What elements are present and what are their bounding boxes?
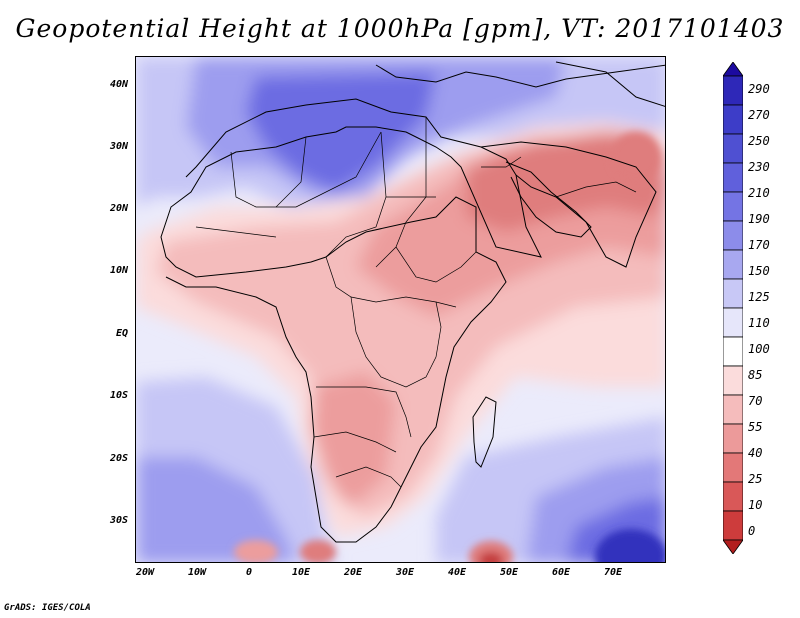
colorbar-swatch-11 [723,365,743,396]
lon-label-10e: 10E [291,567,311,578]
lon-label-70e: 70E [603,567,623,578]
colorbar-swatch-13 [723,423,743,454]
lon-label-50e: 50E [499,567,519,578]
colorbar-swatch-3 [723,133,743,164]
south-atlantic-low-cell [234,540,278,562]
grads-credit: GrADS: IGES/COLA [4,603,91,613]
colorbar-swatch-14 [723,452,743,483]
colorbar-swatch-4 [723,162,743,193]
south-atlantic-high-core [136,457,296,562]
colorbar-label-230: 230 [748,160,770,174]
indian-ocean-high-darkest [595,529,665,562]
colorbar-label-270: 270 [748,108,770,122]
colorbar-swatch-0 [723,62,743,77]
india-low-core [611,132,661,182]
colorbar-label-40: 40 [748,446,763,460]
colorbar-swatch-17 [723,539,743,554]
colorbar-swatch-1 [723,75,743,106]
lat-label-10s: 10S [109,390,128,401]
lon-label-40e: 40E [447,567,467,578]
colorbar-label-290: 290 [748,82,770,96]
colorbar-label-125: 125 [748,290,770,304]
colorbar [723,62,743,554]
colorbar-label-0: 0 [748,524,756,538]
lat-label-40n: 40N [109,79,128,90]
colorbar-swatch-12 [723,394,743,425]
colorbar-swatch-10 [723,336,743,367]
lat-label-20s: 20S [109,453,128,464]
colorbar-label-210: 210 [748,186,770,200]
colorbar-label-150: 150 [748,264,770,278]
colorbar-swatch-5 [723,191,743,222]
colorbar-label-100: 100 [748,342,770,356]
map-title: Geopotential Height at 1000hPa [gpm], VT… [15,14,785,43]
colorbar-swatch-6 [723,220,743,251]
colorbar-label-70: 70 [748,394,763,408]
lat-label-20n: 20N [109,203,128,214]
southern-ocean-low-core [479,552,503,562]
colorbar-label-110: 110 [748,316,770,330]
southern-ocean-low-cell [469,541,513,562]
colorbar-label-25: 25 [748,472,763,486]
lat-label-30s: 30S [109,515,128,526]
lon-label-30e: 30E [395,567,415,578]
lon-label-10w: 10W [187,567,207,578]
colorbar-label-190: 190 [748,212,770,226]
lon-label-20e: 20E [343,567,363,578]
colorbar-label-250: 250 [748,134,770,148]
colorbar-swatch-9 [723,307,743,338]
colorbar-label-10: 10 [748,498,763,512]
colorbar-label-170: 170 [748,238,770,252]
map-plot-area [135,56,666,563]
lat-label-eq: EQ [115,328,128,339]
geopotential-field [136,57,665,562]
lat-label-30n: 30N [109,141,128,152]
cape-low-cell [300,540,336,562]
colorbar-label-85: 85 [748,368,763,382]
lon-label-60e: 60E [551,567,571,578]
lon-label-20w: 20W [135,567,155,578]
southern-africa-low [311,372,396,507]
lon-label-0: 0 [245,567,253,578]
lat-label-10n: 10N [109,265,128,276]
colorbar-swatch-2 [723,104,743,135]
colorbar-swatch-8 [723,278,743,309]
colorbar-swatch-16 [723,510,743,541]
colorbar-label-55: 55 [748,420,763,434]
colorbar-swatch-15 [723,481,743,512]
colorbar-swatch-7 [723,249,743,280]
sahara-high-deep [246,72,436,192]
country-borders [195,117,637,488]
